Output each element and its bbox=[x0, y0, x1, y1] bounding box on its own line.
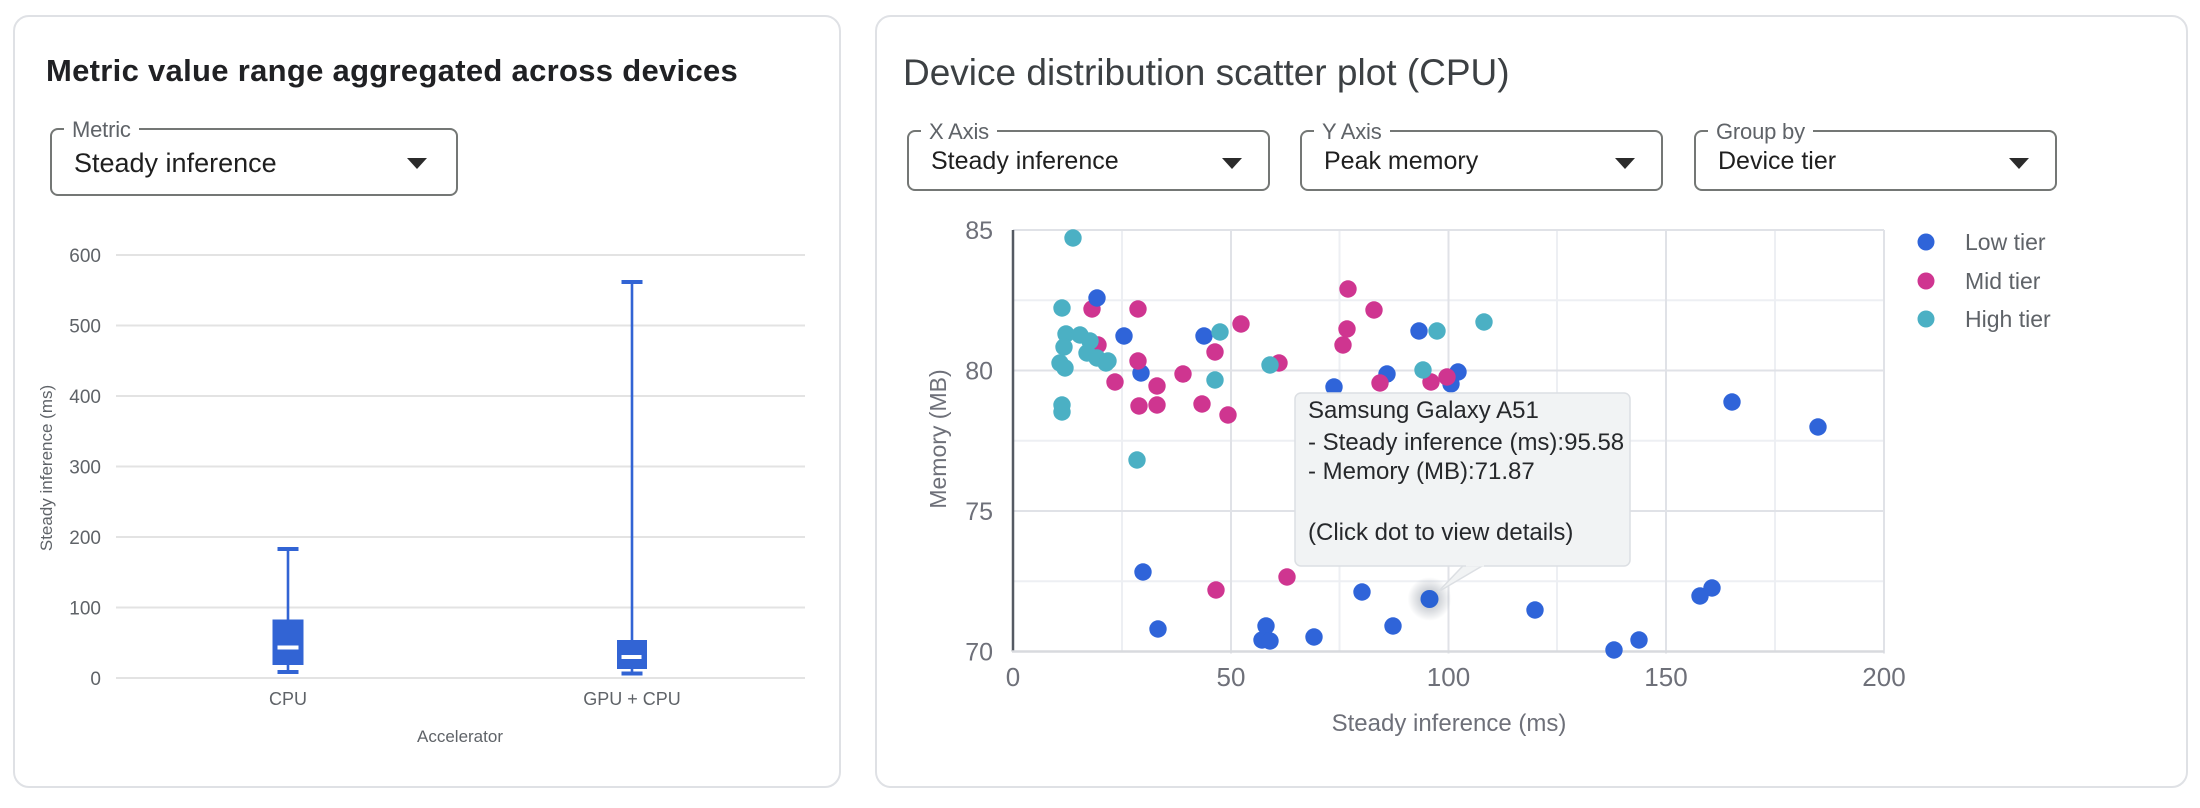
svg-text:500: 500 bbox=[69, 317, 101, 338]
svg-text:- Steady inference (ms):95.58: - Steady inference (ms):95.58 bbox=[1308, 429, 1624, 456]
svg-text:Steady inference (ms): Steady inference (ms) bbox=[1332, 710, 1567, 737]
svg-text:200: 200 bbox=[1862, 662, 1905, 692]
svg-text:100: 100 bbox=[1427, 662, 1470, 692]
svg-text:70: 70 bbox=[965, 639, 993, 667]
svg-text:Mid tier: Mid tier bbox=[1965, 268, 2041, 294]
svg-text:80: 80 bbox=[965, 358, 993, 386]
svg-text:Accelerator: Accelerator bbox=[417, 727, 503, 746]
svg-text:Samsung Galaxy A51: Samsung Galaxy A51 bbox=[1308, 397, 1539, 424]
svg-text:GPU + CPU: GPU + CPU bbox=[583, 689, 681, 709]
svg-text:300: 300 bbox=[69, 458, 101, 479]
svg-text:200: 200 bbox=[69, 528, 101, 549]
svg-text:50: 50 bbox=[1217, 662, 1246, 692]
svg-text:Memory (MB): Memory (MB) bbox=[925, 369, 951, 508]
svg-text:0: 0 bbox=[1006, 662, 1020, 692]
svg-text:100: 100 bbox=[69, 599, 101, 620]
svg-text:150: 150 bbox=[1644, 662, 1687, 692]
svg-text:Steady inference (ms): Steady inference (ms) bbox=[37, 385, 56, 551]
svg-text:Low tier: Low tier bbox=[1965, 229, 2046, 255]
svg-text:High tier: High tier bbox=[1965, 306, 2051, 332]
svg-text:CPU: CPU bbox=[269, 689, 307, 709]
svg-text:75: 75 bbox=[965, 498, 993, 526]
svg-text:(Click dot to view details): (Click dot to view details) bbox=[1308, 519, 1573, 546]
svg-text:600: 600 bbox=[69, 246, 101, 267]
svg-text:- Memory (MB):71.87: - Memory (MB):71.87 bbox=[1308, 458, 1535, 485]
svg-text:85: 85 bbox=[965, 217, 993, 245]
svg-text:0: 0 bbox=[90, 669, 101, 690]
svg-text:400: 400 bbox=[69, 387, 101, 408]
